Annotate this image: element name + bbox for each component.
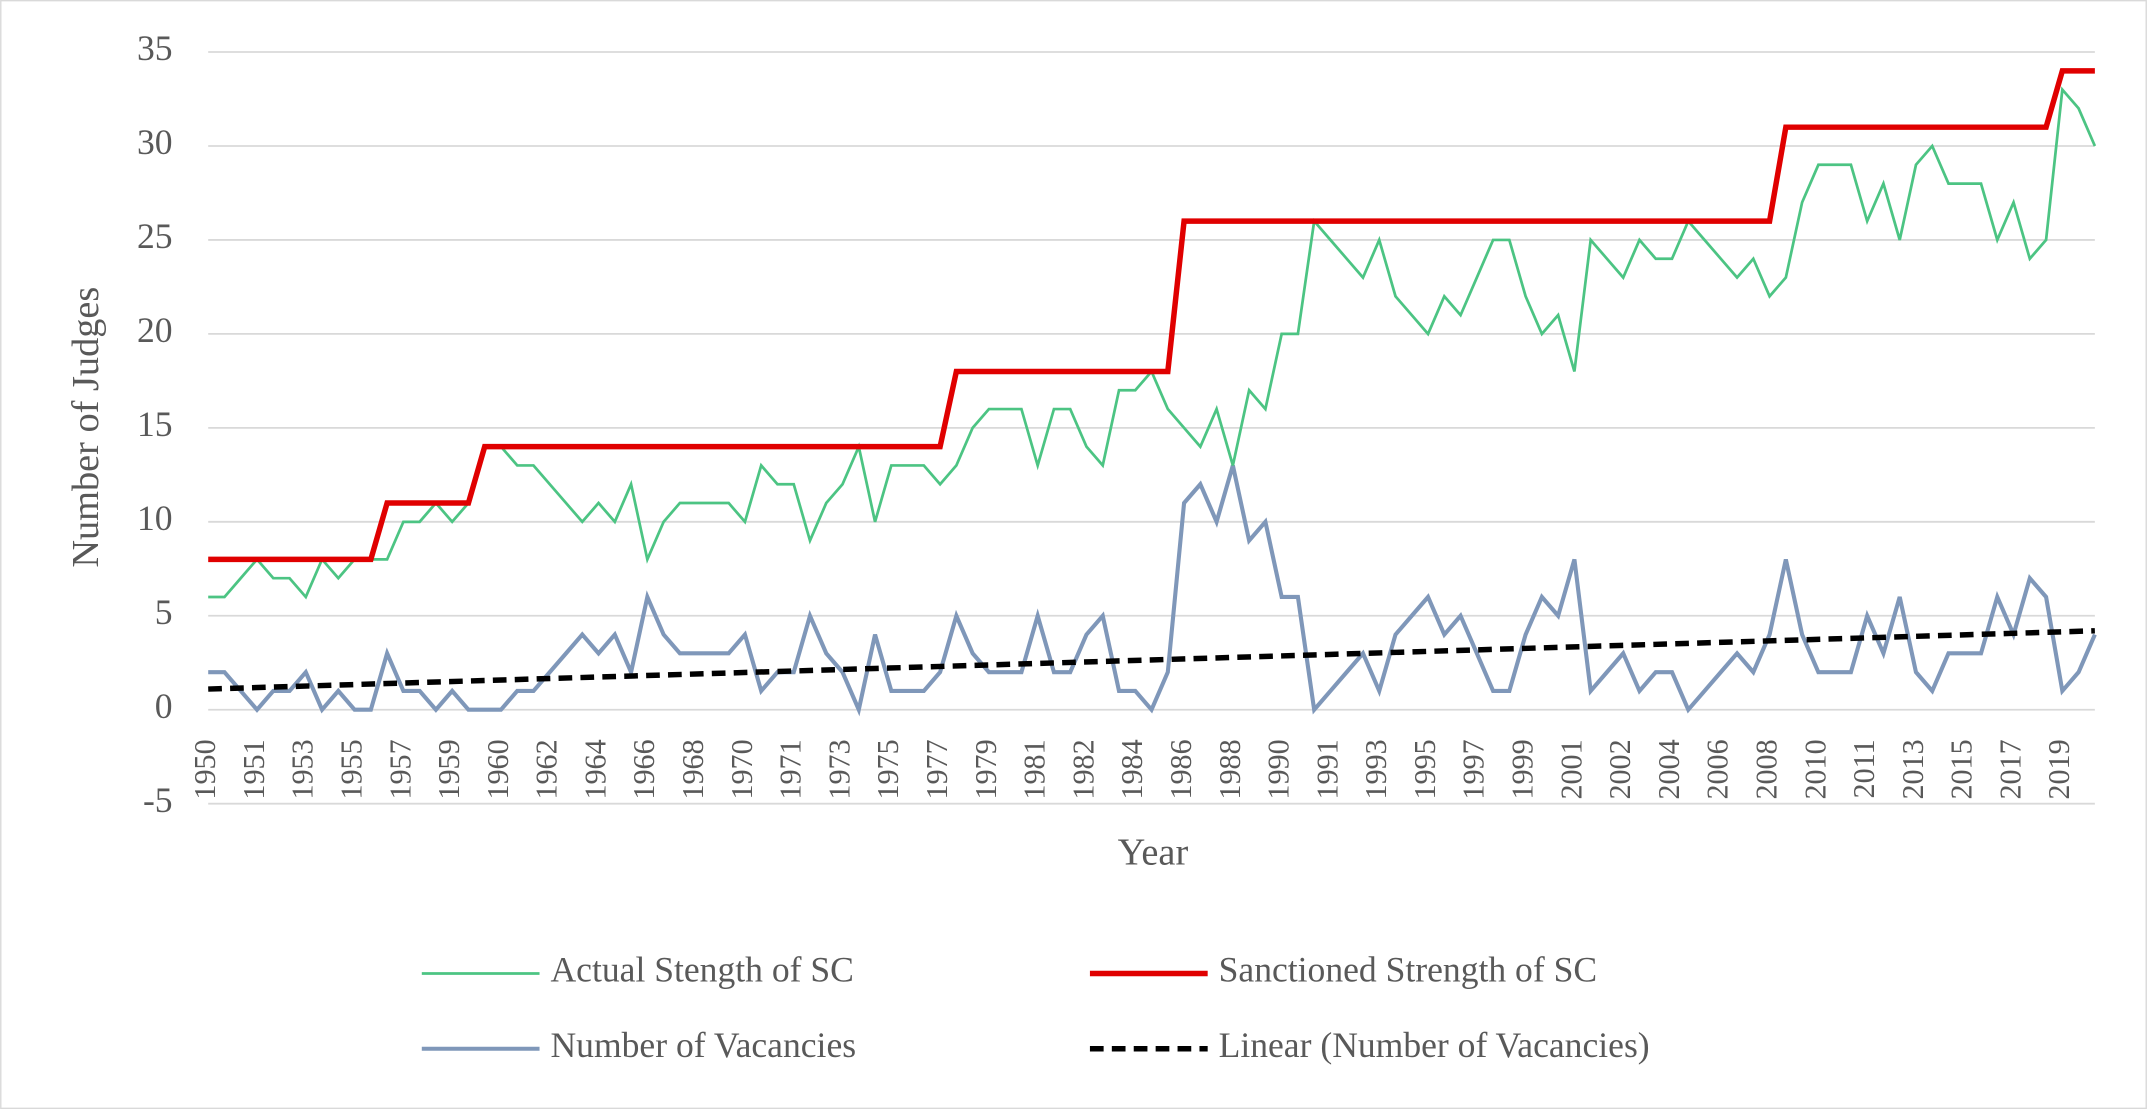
x-tick-label: 1968 bbox=[676, 739, 710, 799]
x-tick-label: 2002 bbox=[1603, 739, 1637, 799]
x-tick-label: 1959 bbox=[432, 739, 466, 799]
x-tick-label: 2019 bbox=[2042, 739, 2076, 799]
x-tick-label: 1979 bbox=[969, 739, 1003, 799]
x-tick-label: 1993 bbox=[1359, 739, 1393, 799]
legend-label: Sanctioned Strength of SC bbox=[1219, 950, 1598, 990]
series-line bbox=[208, 68, 2095, 563]
x-tick-label: 1960 bbox=[481, 739, 515, 799]
y-axis-title: Number of Judges bbox=[65, 287, 107, 568]
x-tick-label: 1957 bbox=[383, 739, 417, 799]
legend-label: Actual Stength of SC bbox=[550, 950, 853, 990]
series-line bbox=[208, 464, 2097, 717]
y-tick-label: 30 bbox=[137, 122, 173, 162]
legend-label: Number of Vacancies bbox=[550, 1025, 856, 1065]
x-axis-title: Year bbox=[1118, 832, 1189, 874]
x-tick-label: 2008 bbox=[1749, 739, 1783, 799]
x-tick-label: 1951 bbox=[237, 739, 271, 799]
x-tick-label: 1962 bbox=[530, 739, 564, 799]
x-tick-label: 2004 bbox=[1652, 739, 1686, 799]
x-tick-label: 1988 bbox=[1213, 739, 1247, 799]
x-tick-label: 2011 bbox=[1847, 739, 1881, 798]
y-tick-label: 0 bbox=[155, 686, 173, 726]
x-tick-label: 1991 bbox=[1310, 739, 1344, 799]
x-tick-label: 1981 bbox=[1018, 739, 1052, 799]
x-tick-label: 2006 bbox=[1701, 739, 1735, 799]
x-tick-label: 1955 bbox=[334, 739, 368, 799]
x-tick-label: 1966 bbox=[627, 739, 661, 799]
y-tick-label: 5 bbox=[155, 592, 173, 632]
y-tick-label: 20 bbox=[137, 310, 173, 350]
x-tick-label: 1995 bbox=[1408, 739, 1442, 799]
x-tick-label: 2001 bbox=[1554, 739, 1588, 799]
x-tick-label: 2013 bbox=[1896, 739, 1930, 799]
y-tick-label: 15 bbox=[137, 404, 173, 444]
x-tick-label: 1999 bbox=[1506, 739, 1540, 799]
x-tick-label: 1990 bbox=[1262, 739, 1296, 799]
x-tick-label: 1970 bbox=[725, 739, 759, 799]
y-tick-label: 10 bbox=[137, 498, 173, 538]
trend-line bbox=[208, 628, 2095, 692]
x-tick-label: 1973 bbox=[822, 739, 856, 799]
x-tick-label: 2010 bbox=[1798, 739, 1832, 799]
x-tick-label: 1950 bbox=[188, 739, 222, 799]
x-tick-label: 1977 bbox=[920, 739, 954, 799]
x-tick-label: 1964 bbox=[578, 739, 612, 799]
y-tick-label: 25 bbox=[137, 216, 173, 256]
y-tick-label: 35 bbox=[137, 28, 173, 68]
x-tick-label: 1984 bbox=[1115, 739, 1149, 799]
x-tick-label: 1975 bbox=[871, 739, 905, 799]
x-tick-label: 1986 bbox=[1164, 739, 1198, 799]
y-tick-label: -5 bbox=[143, 780, 173, 820]
x-tick-label: 2017 bbox=[1993, 739, 2027, 799]
x-tick-label: 2015 bbox=[1945, 739, 1979, 799]
x-tick-label: 1953 bbox=[286, 739, 320, 799]
x-tick-label: 1971 bbox=[774, 739, 808, 799]
legend-label: Linear (Number of Vacancies) bbox=[1219, 1025, 1650, 1065]
x-tick-label: 1997 bbox=[1457, 739, 1491, 799]
x-tick-label: 1982 bbox=[1066, 739, 1100, 799]
